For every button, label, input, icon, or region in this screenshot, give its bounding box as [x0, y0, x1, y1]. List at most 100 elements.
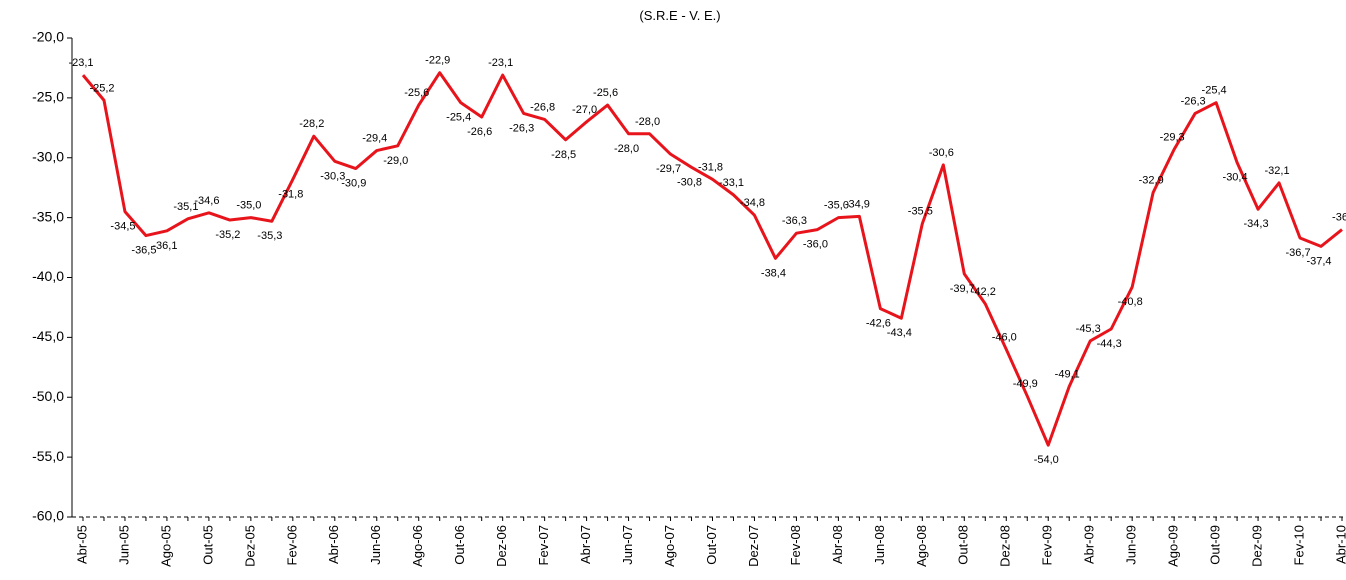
y-tick-label: -60,0	[32, 508, 64, 524]
y-tick-label: -20,0	[32, 29, 64, 45]
data-label: -36,0	[803, 239, 828, 251]
data-label: -32,1	[1265, 165, 1290, 177]
data-label: -23,1	[68, 57, 93, 69]
data-label: -34,6	[194, 195, 219, 207]
data-label: -26,3	[509, 122, 534, 134]
line-series	[81, 71, 1343, 447]
x-tick-label: Abr-07	[578, 525, 593, 564]
x-tick-label: Out-09	[1208, 525, 1223, 565]
x-tick-label: Fev-10	[1291, 525, 1306, 565]
data-label: -31,8	[278, 188, 303, 200]
data-label: -54,0	[1034, 454, 1059, 466]
data-label: -46,0	[992, 331, 1017, 343]
y-tick-label: -40,0	[32, 268, 64, 284]
x-tick-label: Dez-08	[998, 525, 1013, 567]
data-label: -28,0	[614, 143, 639, 155]
data-label: -25,6	[593, 87, 618, 99]
data-label: -28,0	[635, 116, 660, 128]
x-tick-label: Abr-08	[830, 525, 845, 564]
data-label: -34,3	[1244, 218, 1269, 230]
x-tick-label: Abr-05	[74, 525, 89, 564]
data-label: -44,3	[1097, 338, 1122, 350]
x-tick-label: Fev-07	[536, 525, 551, 565]
data-label: -33,1	[719, 177, 744, 189]
x-tick-label: Abr-09	[1082, 525, 1097, 564]
data-label: -25,4	[1202, 85, 1227, 97]
x-tick-label: Fev-08	[788, 525, 803, 565]
x-tick-label: Ago-08	[914, 525, 929, 567]
data-label: -25,2	[89, 82, 114, 94]
y-tick-label: -55,0	[32, 448, 64, 464]
data-label: -35,5	[908, 206, 933, 218]
x-tick-label: Jun-06	[368, 525, 383, 565]
data-label: -25,6	[404, 87, 429, 99]
data-label: -43,4	[887, 327, 912, 339]
data-label: -36,7	[1285, 247, 1310, 259]
x-tick-label: Jun-05	[116, 525, 131, 565]
chart-title: (S.R.E - V. E.)	[639, 8, 720, 23]
data-label: -35,2	[215, 229, 240, 241]
data-label: -30,3	[320, 170, 345, 182]
data-label: -34,5	[110, 221, 135, 233]
data-label: -32,9	[1139, 174, 1164, 186]
data-label: -42,2	[971, 286, 996, 298]
x-tick-label: Out-07	[704, 525, 719, 565]
x-tick-label: Out-05	[200, 525, 215, 565]
data-label: -26,6	[467, 126, 492, 138]
x-tick-label: Dez-09	[1250, 525, 1265, 567]
y-tick-label: -25,0	[32, 89, 64, 105]
x-tick-label: Abr-06	[326, 525, 341, 564]
data-label: -27,0	[572, 104, 597, 116]
data-label: -38,4	[761, 267, 786, 279]
data-label: -25,4	[446, 112, 471, 124]
data-label: -35,0	[824, 200, 849, 212]
x-tick-label: Fev-06	[284, 525, 299, 565]
data-label: -26,8	[530, 101, 555, 113]
x-tick-label: Dez-05	[242, 525, 257, 567]
x-tick-label: Out-06	[452, 525, 467, 565]
y-tick-label: -45,0	[32, 328, 64, 344]
y-tick-label: -35,0	[32, 208, 64, 224]
data-label: -40,8	[1118, 296, 1143, 308]
data-label: -39,7	[950, 283, 975, 295]
x-tick-label: Jun-07	[620, 525, 635, 565]
data-label: -49,1	[1055, 368, 1080, 380]
data-label: -30,9	[341, 178, 366, 190]
data-label: -49,9	[1013, 378, 1038, 390]
y-tick-label: -30,0	[32, 148, 64, 164]
x-tick-label: Fev-09	[1040, 525, 1055, 565]
data-label: -30,8	[677, 176, 702, 188]
data-label: -35,1	[173, 201, 198, 213]
x-tick-label: Dez-07	[746, 525, 761, 567]
data-label: -36	[1332, 212, 1346, 224]
data-label: -37,4	[1306, 255, 1331, 267]
data-label: -29,7	[656, 163, 681, 175]
x-tick-label: Ago-06	[410, 525, 425, 567]
x-tick-label: Ago-09	[1166, 525, 1181, 567]
x-tick-label: Jun-08	[872, 525, 887, 565]
data-label: -34,9	[845, 198, 870, 210]
data-label: -29,0	[383, 155, 408, 167]
data-label: -35,3	[257, 230, 282, 242]
data-label: -30,4	[1223, 172, 1248, 184]
data-label: -35,0	[236, 200, 261, 212]
data-label: -30,6	[929, 147, 954, 159]
data-label: -29,3	[1160, 131, 1185, 143]
data-label: -31,8	[698, 161, 723, 173]
y-tick-label: -50,0	[32, 388, 64, 404]
data-label: -36,3	[782, 215, 807, 227]
x-tick-label: Ago-07	[662, 525, 677, 567]
x-tick-label: Dez-06	[494, 525, 509, 567]
data-label: -45,3	[1076, 323, 1101, 335]
x-tick-label: Jun-09	[1124, 525, 1139, 565]
data-label: -26,3	[1181, 95, 1206, 107]
data-label: -28,2	[299, 118, 324, 130]
x-tick-label: Out-08	[956, 525, 971, 565]
data-label: -42,6	[866, 318, 891, 330]
data-label: -28,5	[551, 149, 576, 161]
data-label: -23,1	[488, 57, 513, 69]
x-tick-label: Ago-05	[158, 525, 173, 567]
data-label: -36,5	[131, 245, 156, 257]
data-label: -22,9	[425, 55, 450, 67]
